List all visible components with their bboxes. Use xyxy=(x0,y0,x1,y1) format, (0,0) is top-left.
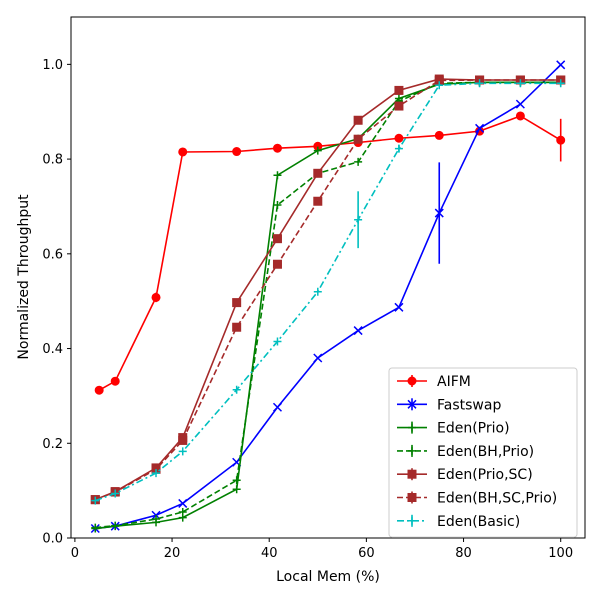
x-tick-label: 60 xyxy=(358,546,375,561)
data-point xyxy=(556,135,566,145)
x-tick-label: 80 xyxy=(455,546,472,561)
data-point xyxy=(273,337,282,346)
y-tick-label: 0.2 xyxy=(42,437,63,452)
data-point xyxy=(272,402,283,412)
data-point xyxy=(272,234,282,244)
y-tick-label: 0.4 xyxy=(42,342,63,357)
legend-marker xyxy=(407,493,417,502)
data-point xyxy=(232,147,242,157)
data-point xyxy=(178,447,187,456)
legend-entry: Fastswap xyxy=(397,397,501,413)
legend-label: Eden(Basic) xyxy=(437,514,520,530)
data-point xyxy=(394,302,404,312)
plot-frame xyxy=(70,16,586,539)
y-tick-label: 0.0 xyxy=(42,532,63,547)
data-point xyxy=(151,292,161,302)
legend-marker xyxy=(407,469,417,479)
data-point xyxy=(152,515,161,524)
data-point xyxy=(313,353,323,363)
data-point xyxy=(232,385,241,394)
y-tick-label: 0.8 xyxy=(42,153,63,168)
x-axis-label: Local Mem (%) xyxy=(276,569,380,585)
data-point xyxy=(313,146,322,155)
data-point xyxy=(353,326,363,336)
data-point xyxy=(515,111,525,121)
x-axis: 0 20 40 60 80 100 xyxy=(71,538,573,561)
data-point xyxy=(273,201,282,210)
legend-label: Eden(BH,Prio) xyxy=(437,444,534,460)
data-point xyxy=(273,171,282,180)
data-point xyxy=(178,498,188,508)
series-0 xyxy=(94,111,566,395)
legend-marker xyxy=(407,399,417,409)
x-tick-label: 40 xyxy=(261,546,278,561)
legend-label: Eden(Prio,SC) xyxy=(437,467,533,483)
data-point xyxy=(394,85,404,95)
legend-marker xyxy=(407,376,417,386)
legend-marker xyxy=(408,516,416,525)
data-point xyxy=(394,133,404,143)
x-tick-label: 100 xyxy=(548,546,573,561)
legend-marker xyxy=(408,446,416,455)
data-point xyxy=(152,469,161,478)
data-point xyxy=(313,168,323,178)
data-point xyxy=(232,322,242,332)
data-point xyxy=(111,521,120,530)
legend-label: Eden(BH,SC,Prio) xyxy=(437,491,557,507)
data-point xyxy=(232,298,242,308)
data-point xyxy=(313,196,323,206)
data-point xyxy=(353,115,363,125)
legend: AIFM Fastswap Eden(Prio) Eden(BH,Prio) Eden(… xyxy=(388,367,578,538)
data-point xyxy=(91,523,100,532)
legend-entry: Eden(Prio) xyxy=(397,421,510,437)
x-tick-label: 0 xyxy=(71,546,79,561)
y-axis-label: Normalized Throughput xyxy=(16,194,32,360)
data-point xyxy=(232,485,241,494)
plot-series xyxy=(90,60,566,534)
data-point xyxy=(394,101,404,111)
legend-entry: Eden(Prio,SC) xyxy=(397,467,533,483)
legend-entry: AIFM xyxy=(397,374,471,390)
data-point xyxy=(313,287,322,296)
data-point xyxy=(94,385,104,395)
legend-label: AIFM xyxy=(437,374,471,390)
data-point xyxy=(178,147,188,157)
data-point xyxy=(515,99,525,109)
x-tick-label: 20 xyxy=(164,546,181,561)
data-point xyxy=(556,60,566,70)
data-point xyxy=(272,143,282,153)
data-point xyxy=(110,376,120,386)
data-point xyxy=(434,130,444,140)
series-6 xyxy=(91,79,565,505)
data-point xyxy=(91,496,100,505)
legend-entry: Eden(BH,SC,Prio) xyxy=(397,491,557,507)
y-tick-label: 1.0 xyxy=(42,58,63,73)
data-point xyxy=(178,435,188,445)
legend-label: Fastswap xyxy=(437,397,501,413)
data-point xyxy=(272,259,282,269)
data-point xyxy=(435,81,444,90)
data-point xyxy=(556,79,565,88)
y-axis: 0.0 0.2 0.4 0.6 0.8 1.0 xyxy=(42,58,71,547)
data-point xyxy=(354,157,363,166)
data-point xyxy=(516,79,525,88)
data-point xyxy=(475,79,484,88)
data-point xyxy=(434,208,444,218)
data-point xyxy=(394,144,403,153)
data-point xyxy=(353,134,363,144)
legend-marker xyxy=(408,423,416,432)
legend-entry: Eden(Basic) xyxy=(397,514,520,530)
legend-box xyxy=(388,367,578,538)
data-point xyxy=(475,123,485,133)
data-point xyxy=(178,507,187,516)
data-point xyxy=(111,489,120,498)
y-tick-label: 0.6 xyxy=(42,247,63,262)
legend-label: Eden(Prio) xyxy=(437,421,510,437)
legend-entry: Eden(BH,Prio) xyxy=(397,444,534,460)
data-point xyxy=(232,476,241,485)
